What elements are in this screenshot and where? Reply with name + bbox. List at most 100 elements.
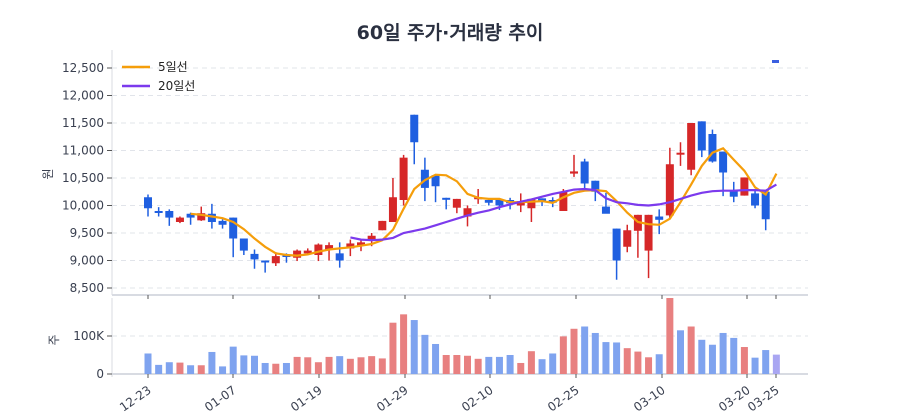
volume-bar	[176, 362, 184, 374]
volume-bar	[591, 332, 599, 374]
price-tick-label: 9,500	[70, 226, 104, 240]
volume-bar	[730, 337, 738, 374]
marker	[772, 60, 779, 63]
candle-body	[719, 151, 728, 173]
legend-ma20-label: 20일선	[158, 79, 195, 93]
volume-bar	[538, 359, 546, 374]
volume-bar	[740, 347, 748, 374]
candle-body	[463, 208, 472, 217]
date-tick-label: 03-25	[745, 383, 782, 414]
price-tick-label: 10,000	[62, 199, 104, 213]
volume-bar	[346, 358, 354, 374]
volume-bar	[357, 357, 365, 374]
volume-bar	[464, 355, 471, 374]
volume-bar	[144, 353, 152, 374]
chart-title: 60일 주가·거래량 추이	[356, 22, 544, 44]
date-tick-label: 02-25	[545, 383, 582, 414]
candle-body	[580, 161, 589, 184]
date-tick-label: 01-29	[374, 383, 411, 414]
candle-body	[154, 211, 163, 213]
volume-bar	[208, 351, 216, 374]
candle-body	[197, 213, 206, 221]
candle-body	[495, 200, 504, 206]
candle-body	[687, 123, 696, 170]
candle-body	[442, 197, 451, 200]
candle-body	[612, 228, 621, 261]
date-tick-label: 01-19	[288, 383, 325, 414]
candle-body	[697, 121, 706, 151]
candle-body	[144, 197, 152, 209]
volume-bar	[613, 342, 621, 374]
volume-bar	[453, 355, 461, 374]
candle-body	[751, 193, 760, 206]
volume-bar	[655, 354, 663, 374]
candle-body	[623, 230, 632, 247]
candle-body	[239, 238, 248, 251]
candle-body	[601, 206, 610, 214]
candle-body	[271, 256, 280, 264]
volume-bar	[581, 326, 589, 374]
candle-body	[229, 217, 238, 239]
volume-bar	[634, 351, 642, 374]
volume-bar	[293, 356, 301, 374]
volume-bar	[719, 332, 727, 374]
candle-body	[591, 180, 600, 192]
volume-tick-label: 100K	[73, 329, 105, 343]
date-tick-label: 01-07	[202, 383, 239, 414]
volume-bar	[155, 364, 163, 374]
date-tick-label: 12-23	[117, 383, 154, 414]
volume-bar	[602, 342, 610, 374]
price-tick-label: 12,500	[62, 61, 104, 75]
volume-bar	[282, 362, 290, 374]
volume-bar	[378, 358, 386, 374]
candle-body	[314, 244, 323, 255]
volume-bar	[549, 353, 557, 374]
volume-bar	[336, 356, 344, 374]
candle-body	[655, 216, 664, 220]
date-tick-label: 03-10	[631, 383, 668, 414]
candle-body	[452, 198, 461, 208]
ma20-line	[350, 183, 777, 242]
volume-bar	[219, 366, 227, 374]
volume-bar	[708, 344, 716, 374]
volume-bar	[762, 350, 770, 374]
candle-body	[665, 164, 674, 216]
candle-body	[250, 253, 259, 260]
candle-body	[357, 242, 365, 246]
price-tick-label: 11,500	[62, 116, 104, 130]
date-tick-label: 03-20	[716, 383, 753, 414]
candle-body	[367, 235, 376, 240]
price-tick-label: 12,000	[62, 89, 104, 103]
price-tick-label: 9,000	[70, 254, 104, 268]
legend: 5일선 20일선	[122, 60, 195, 93]
candle-body	[729, 191, 738, 197]
candle-body	[325, 245, 334, 250]
volume-bar	[677, 330, 684, 374]
volume-bar	[687, 326, 695, 374]
volume-bar	[506, 355, 514, 374]
candle-body	[740, 177, 749, 196]
ma5-line	[190, 146, 778, 257]
volume-bar	[432, 343, 440, 374]
volume-bar	[325, 356, 333, 374]
candle-body	[644, 214, 653, 251]
candle-body	[335, 253, 344, 261]
volume-bar	[645, 357, 653, 374]
candle-body	[708, 134, 717, 162]
volume-bar	[240, 355, 248, 374]
volume-bar	[751, 357, 759, 374]
candle-body	[431, 175, 440, 187]
volume-bar	[570, 328, 578, 374]
candle-body	[527, 198, 536, 209]
candle-body	[570, 171, 578, 174]
candle-body	[378, 220, 387, 231]
candle-body	[261, 260, 270, 263]
volume-bar	[304, 357, 312, 374]
candle-body	[218, 220, 227, 225]
candle-body	[346, 243, 355, 249]
volume-bar	[421, 334, 429, 374]
candle-body	[676, 152, 685, 155]
volume-bar	[623, 348, 631, 374]
volume-bar	[400, 314, 408, 374]
volume-bar	[389, 322, 397, 374]
